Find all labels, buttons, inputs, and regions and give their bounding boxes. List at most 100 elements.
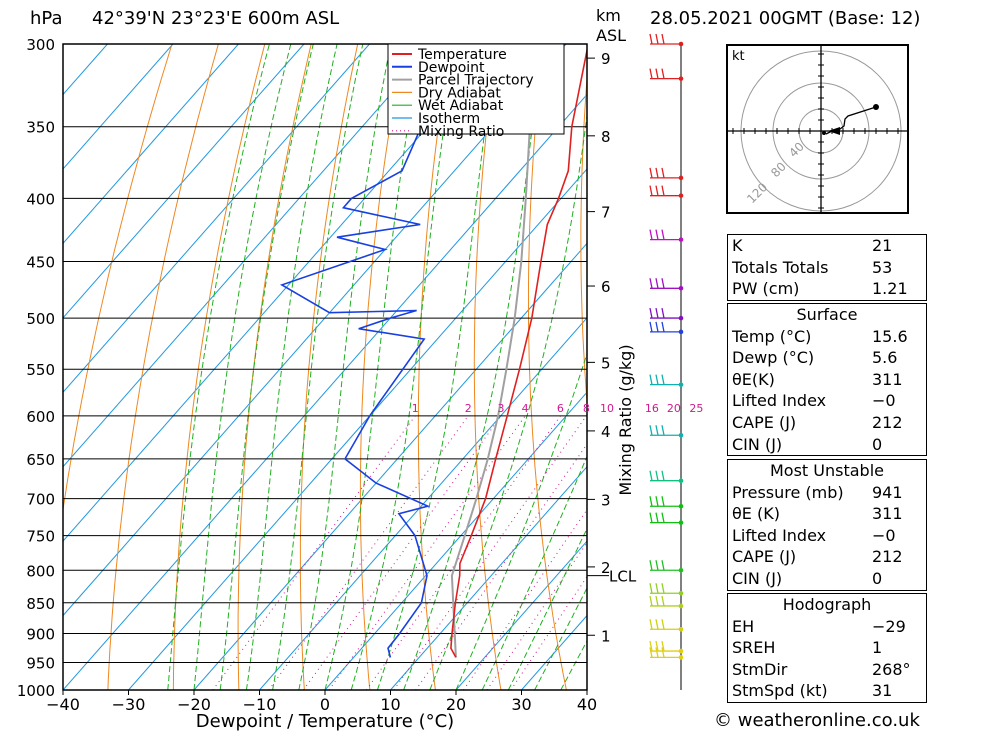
wind-barb [649,374,684,387]
datetime-title: 28.05.2021 00GMT (Base: 12) [650,8,921,29]
pressure-label: 600 [26,408,55,426]
km-tick-label: 6 [601,278,611,296]
surface-key: Dewp (°C) [732,348,815,368]
surface-key: CAPE (J) [732,412,797,432]
hpa-label: hPa [30,8,63,29]
wind-barb [649,167,684,181]
x-tick-label: 40 [577,695,597,714]
hodograph-stats-table: Hodograph EH −29 SREH 1 StmDir 268° StmSpd … [727,593,927,703]
most-unstable-table: Most Unstable Pressure (mb) 941 θE (K) 311… [727,459,927,591]
hodo-key: StmSpd (kt) [732,681,828,701]
legend-label: Isotherm [418,111,480,127]
wind-barb [649,560,684,573]
hodo-key: SREH [732,638,776,658]
pressure-label: 550 [26,361,55,379]
hodograph-endpoint [873,104,879,110]
wind-barb [649,647,684,660]
wind-barb [649,619,684,632]
isotherm-line [63,44,370,394]
copyright-link[interactable]: © weatheronline.co.uk [714,710,920,731]
legend-label: Dewpoint [418,60,485,76]
hodo-value: 31 [872,681,893,701]
dry-adiabat [915,44,1000,690]
km-tick-label: 3 [601,491,611,509]
pressure-label: 450 [26,254,55,272]
x-tick-label: 20 [446,695,466,714]
legend-label: Temperature [417,47,507,63]
pressure-label: 350 [26,119,55,137]
x-tick-label: −40 [46,695,80,714]
km-tick-label: 1 [601,627,611,645]
wet-adiabat [193,44,292,690]
x-tick-label: −10 [243,695,277,714]
mu-value: 0 [872,568,883,588]
hodo-row: StmDir 268° [728,659,926,681]
index-value: 53 [872,257,893,277]
mixing-ratio-line [510,575,587,690]
km-tick-label: 9 [601,50,611,68]
pressure-label: 300 [26,36,55,54]
wind-barb [649,640,684,654]
location-title: 42°39'N 23°23'E 600m ASL [92,8,340,29]
hodograph-start [822,131,826,135]
storm-motion-marker [828,127,840,135]
mixing-ratio-label: 10 [600,402,614,415]
wind-barb [649,470,684,483]
hodo-row: StmSpd (kt) 31 [728,680,926,702]
wind-barbs [649,33,684,690]
km-tick-label: 8 [601,128,611,146]
mixing-ratio-line [212,415,416,690]
index-row-k: K 21 [728,235,926,257]
isotherm-line [128,168,587,690]
legend-label: Wet Adiabat [418,98,504,114]
parcel-trajectory-line [450,44,535,658]
axes-layer: 3003504004505005506006507007508008509009… [17,36,704,732]
mixing-ratio-label: 16 [645,402,659,415]
mu-value: 941 [872,482,903,502]
wet-adiabat [245,44,338,690]
surface-row: Dewp (°C) 5.6 [728,347,926,369]
mixing-ratio-label: 4 [522,402,529,415]
hodo-row: SREH 1 [728,637,926,659]
dewpoint-line [279,52,455,658]
surface-value: 15.6 [872,326,908,346]
wet-adiabat [507,527,587,690]
mu-row: Lifted Index −0 [728,525,926,547]
mixing-ratio-line [328,415,526,690]
surface-row: θE(K) 311 [728,369,926,391]
surface-row: CIN (J) 0 [728,434,926,456]
wind-barb [649,321,684,335]
pressure-label: 400 [26,190,55,208]
dry-adiabat [528,44,567,690]
wet-adiabat [298,44,392,690]
index-key: Totals Totals [732,257,829,277]
mixing-ratio-label: 25 [689,402,703,415]
km-label: km [596,6,621,25]
mixing-ratio-label: 1 [412,402,419,415]
isotherm-line [63,44,305,319]
wind-barb [649,512,684,525]
isotherm-line [63,44,174,170]
surface-value: 212 [872,412,903,432]
hodograph-ring-label: 120 [744,180,770,206]
hodograph-ring-label: 80 [768,159,789,180]
mu-value: 311 [872,504,903,524]
wind-barb [649,33,684,47]
isotherm-line [63,93,587,690]
hodo-value: −29 [872,616,906,636]
x-tick-label: −20 [177,695,211,714]
index-key: PW (cm) [732,279,800,299]
most-unstable-title: Most Unstable [770,461,884,480]
surface-value: −0 [872,391,896,411]
surface-row: Temp (°C) 15.6 [728,326,926,348]
hodograph-svg: kt 40 80 120 [728,46,907,212]
pressure-label: 800 [26,562,55,580]
wind-barb [649,229,684,242]
mu-key: Pressure (mb) [732,482,844,502]
mixing-ratio-label: 2 [465,402,472,415]
wet-adiabat [455,352,587,690]
mixing-ratio-label: 3 [498,402,505,415]
plot-frame [62,43,588,691]
mixing-ratio-label: 6 [557,402,564,415]
